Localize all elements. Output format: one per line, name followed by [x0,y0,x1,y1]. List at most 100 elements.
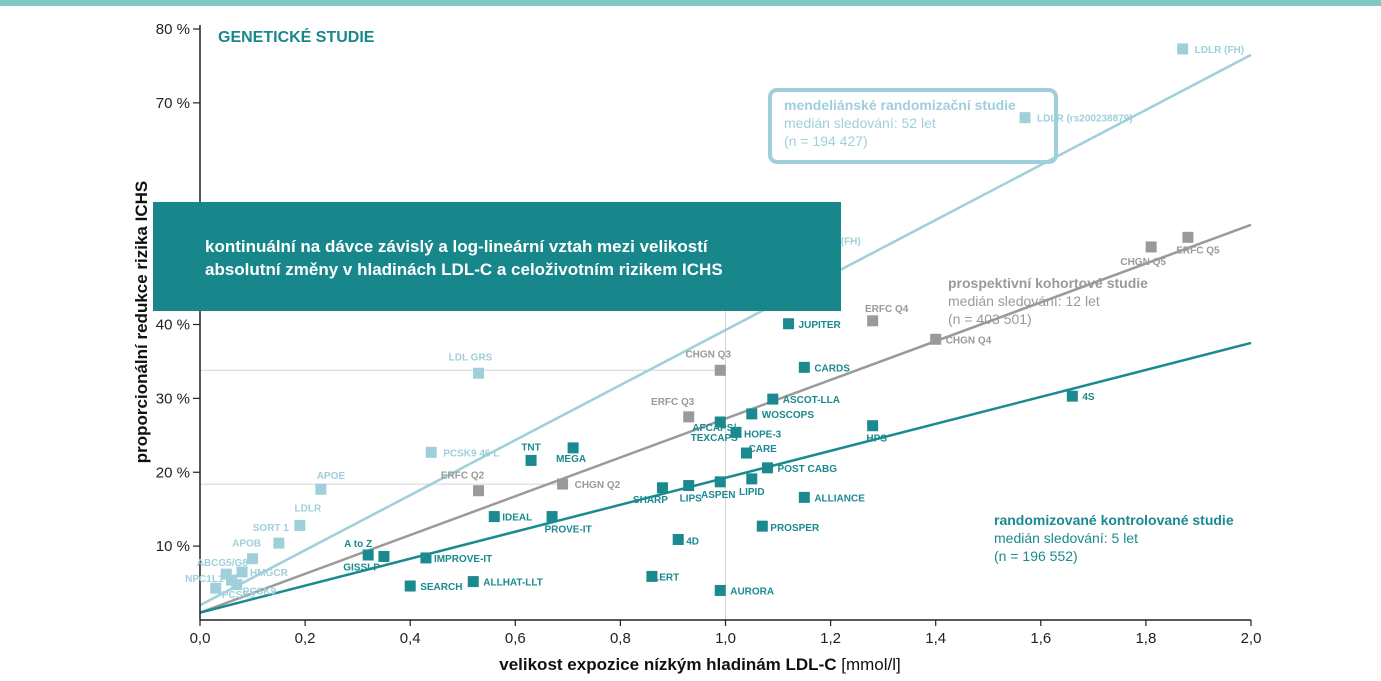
x-tick-label: 0,4 [400,630,421,647]
mendelian-legend-line: medián sledování: 52 let [784,115,936,131]
rct-point [656,482,668,494]
cohort-point-label: ERFC Q2 [441,471,485,482]
x-tick-label: 0,2 [295,630,316,647]
mendelian-point-label: LDLR (FH) [1195,45,1244,56]
mendelian-point [236,566,248,578]
rct-point-label: CARDS [814,363,850,374]
callout-line-1: kontinuální na dávce závislý a log-lineá… [205,237,709,256]
rct-point-label: SHARP [633,495,668,506]
rct-point [867,420,879,432]
callout-line-2: absolutní změny v hladinách LDL-C a celo… [205,260,723,279]
rct-point-label: ALERT [646,572,679,583]
cohort-point-label: ERFC Q5 [1176,245,1220,256]
mendelian-point-label: LDLR [295,503,322,514]
header-bar [0,0,1381,6]
y-tick-label: 40 % [156,317,190,334]
rct-point-label: CARE [749,444,778,455]
rct-point-label: TEXCAPS [691,433,739,444]
mendelian-point-label: SORT 1 [253,523,290,534]
rct-point-label: LIPS [680,494,703,505]
rct-point [546,511,558,523]
cohort-point [1182,231,1194,243]
rct-point-label: GISSI-P [343,562,380,573]
mendelian-point-label: PCSK9 46 L [443,448,499,459]
rct-point-label: PROSPER [770,523,820,534]
rct-point [798,361,810,373]
rct-point-label: A to Z [344,539,372,550]
mendelian-point-label: APOB [232,539,261,550]
y-tick-label: 30 % [156,390,190,407]
mendelian-legend-line: (n = 194 427) [784,133,868,149]
cohort-point-label: ERFC Q3 [651,397,695,408]
mendelian-point-label: APOE [317,471,346,482]
rct-legend: randomizované kontrolované studie medián … [994,512,1234,564]
rct-point [798,491,810,503]
rct-point [378,550,390,562]
mendelian-trend-line [199,53,1252,607]
mendelian-point-label: PCSK9 [243,587,277,598]
chart-title: GENETICKÉ STUDIE [218,27,375,46]
rct-point-label: SEARCH [420,582,462,593]
x-tick-label: 1,4 [925,630,946,647]
rct-point-label: ALLIANCE [814,493,865,504]
x-axis-label-unit: [mmol/l] [841,655,901,674]
rct-point [1066,390,1078,402]
cohort-point [867,315,879,327]
rct-point-label: IDEAL [502,513,532,524]
rct-point [762,462,774,474]
rct-point-label: IMPROVE-IT [434,554,492,565]
x-tick-label: 2,0 [1241,630,1262,647]
cohort-legend: prospektivní kohortové studie medián sled… [948,275,1148,327]
rct-point [714,584,726,596]
rct-point-label: WOSCOPS [762,410,815,421]
rct-point-label: LIPID [739,487,765,498]
rct-point [767,393,779,405]
cohort-series: ERFC Q5 CHGN Q5 ERFC Q4 CHGN Q4 CHGN Q3 ERFC … [441,231,1220,497]
rct-legend-line: medián sledování: 5 let [994,530,1138,546]
callout-banner: kontinuální na dávce závislý a log-lineá… [153,202,841,311]
y-tick-label: 80 % [156,21,190,38]
rct-point [488,511,500,523]
mendelian-point [425,446,437,458]
x-tick-label: 0,0 [190,630,211,647]
rct-point [714,416,726,428]
mendelian-point-label: LDLR (rs200238879) [1037,114,1133,125]
cohort-legend-line: prospektivní kohortové studie [948,275,1148,291]
x-tick-label: 1,8 [1135,630,1156,647]
rct-point-label: ASPEN [701,490,735,501]
rct-point [746,473,758,485]
mendelian-point [273,537,285,549]
rct-point-label: 4S [1082,392,1095,403]
rct-point [746,408,758,420]
rct-legend-line: (n = 196 552) [994,548,1078,564]
cohort-point-label: CHGN Q3 [685,349,731,360]
mendelian-point [1019,112,1031,124]
rct-legend-line: randomizované kontrolované studie [994,512,1234,528]
rct-point-label: PROVE-IT [544,525,591,536]
rct-point-label: MEGA [556,454,586,465]
rct-point [741,447,753,459]
mendelian-point-label: ABCG5/G8 [197,558,249,569]
cohort-point [1145,241,1157,253]
mendelian-point-label: LDL GRS [449,352,493,363]
x-axis-label: velikost expozice nízkým hladinám LDL-C … [499,655,901,674]
mendelian-legend-frame [768,88,1058,164]
rct-point-label: 4D [686,536,699,547]
rct-point-label: TNT [521,442,540,453]
rct-point [525,454,537,466]
x-tick-label: 1,2 [820,630,841,647]
y-axis-label: proporcionální redukce rizika ICHS [132,181,151,463]
x-tick-label: 0,6 [505,630,526,647]
mendelian-point [231,579,243,591]
mendelian-point [315,483,327,495]
mendelian-point [1177,43,1189,55]
rct-point [672,533,684,545]
rct-point [362,549,374,561]
mendelian-point [220,568,232,580]
rct-point-label: JUPITER [799,320,842,331]
x-tick-label: 0,8 [610,630,631,647]
rct-point [404,580,416,592]
legend-notes: mendeliánské randomizační studie medián s… [768,88,1234,564]
callout-background [153,202,841,311]
